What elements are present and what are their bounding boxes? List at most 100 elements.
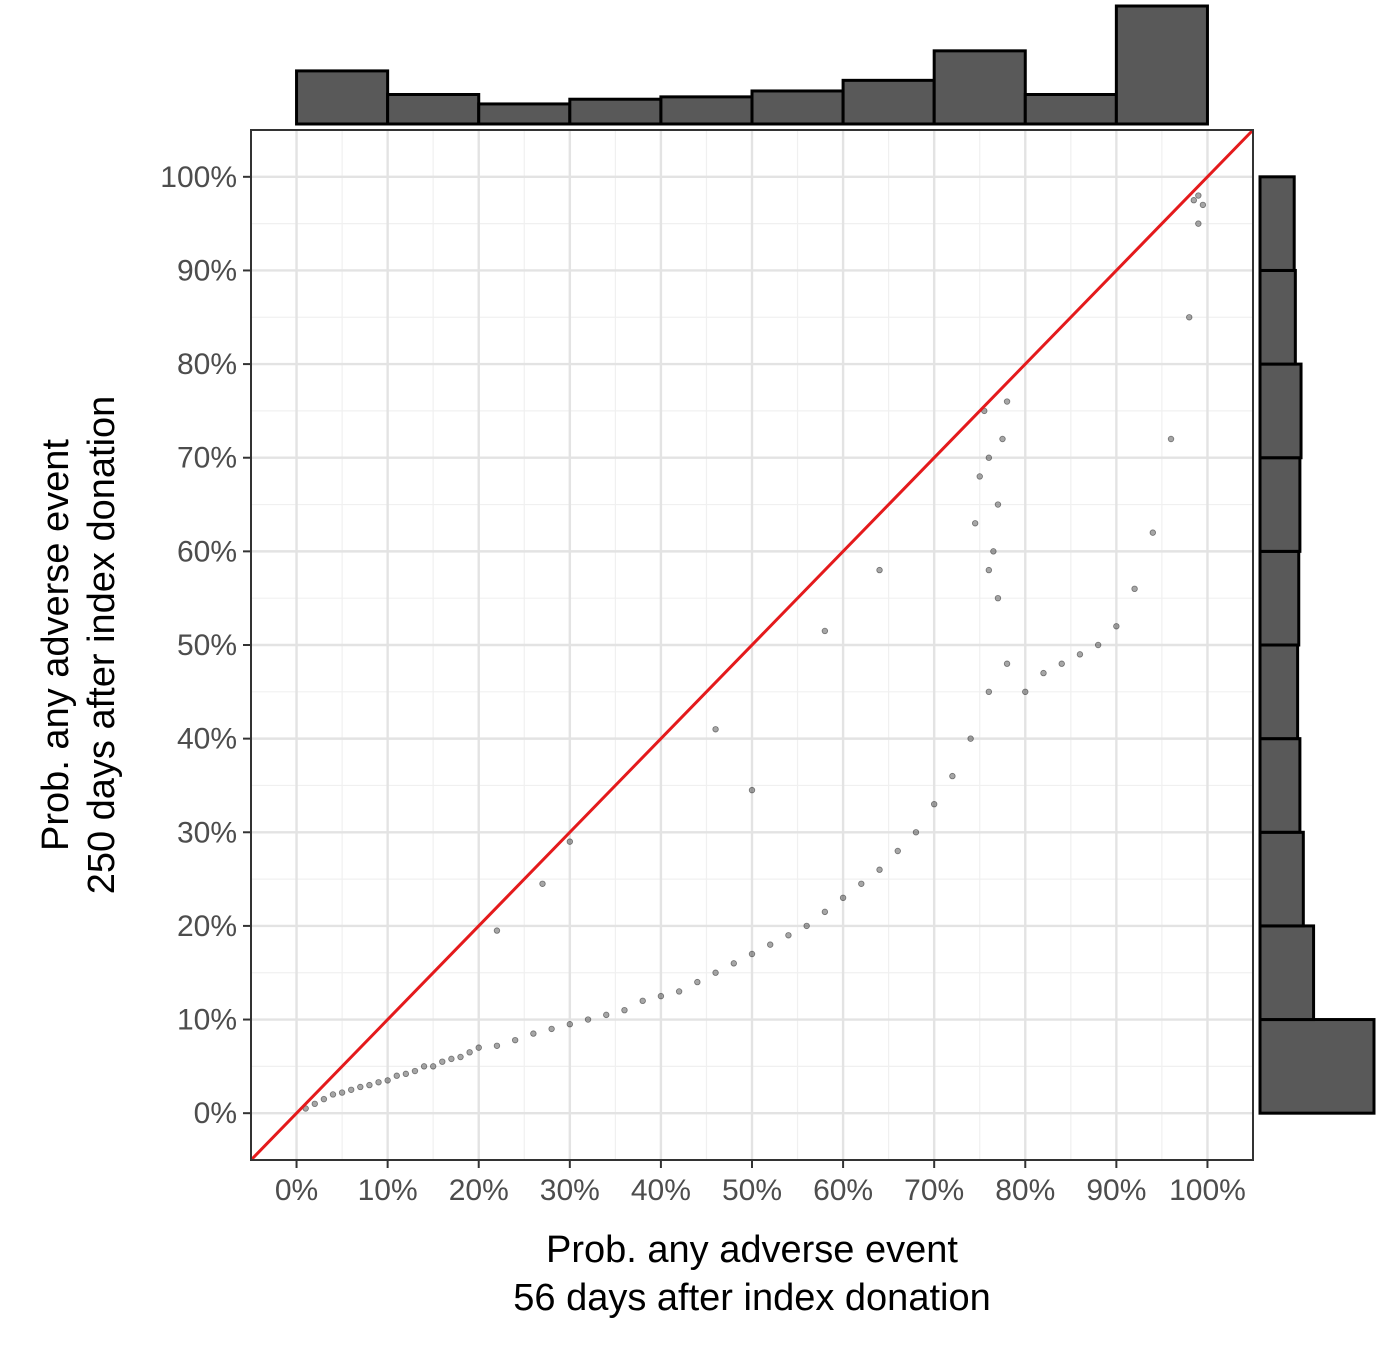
top-histogram-bar (659, 95, 754, 126)
right-histogram-bar (1258, 643, 1300, 741)
scatter-point (748, 950, 756, 958)
scatter-point (1199, 201, 1207, 209)
scatter-point (1195, 192, 1202, 199)
scatter-point (548, 1025, 555, 1033)
scatter-point (1190, 197, 1197, 204)
top-histogram-bar (932, 49, 1027, 126)
scatter-point (1186, 314, 1193, 321)
top-histogram-bar (386, 93, 481, 126)
scatter-point (530, 1030, 537, 1037)
scatter-point (493, 1042, 501, 1049)
scatter-point (1076, 651, 1084, 658)
top-histogram-bar (568, 97, 663, 126)
y-axis-title-line-2: 250 days after index donation (81, 396, 123, 895)
right-histogram-bar (1258, 737, 1302, 834)
x-tick-label: 90% (1086, 1174, 1146, 1207)
scatter-point (858, 880, 865, 887)
scatter-point (603, 1011, 610, 1019)
scatter-point (912, 829, 920, 836)
scatter-point (994, 594, 1002, 602)
scatter-point (976, 473, 983, 480)
right-marginal-histogram (1258, 175, 1376, 1115)
scatter-point (785, 932, 792, 939)
scatter-point (712, 726, 719, 733)
y-tick-label: 80% (177, 348, 237, 381)
scatter-point (999, 435, 1006, 443)
scatter-point (539, 880, 546, 887)
scatter-point (730, 960, 737, 967)
scatter-point (894, 847, 901, 855)
scatter-point (457, 1053, 464, 1061)
y-axis-title-line-1: Prob. any adverse event (35, 439, 77, 851)
scatter-point (985, 454, 993, 461)
scatter-point (320, 1095, 328, 1103)
right-histogram-bar (1258, 830, 1305, 928)
scatter-point (675, 988, 683, 995)
right-histogram-bar (1258, 1018, 1376, 1115)
top-marginal-histogram (295, 4, 1209, 126)
x-tick-label: 70% (904, 1174, 964, 1207)
scatter-point (402, 1070, 410, 1078)
right-histogram-bar (1258, 549, 1301, 647)
scatter-point (448, 1055, 455, 1063)
x-axis-ticks: 0% 10% 20% 30% 40% 50% 60% 70% 80% 90% 100% (275, 1160, 1246, 1207)
scatter-point (511, 1036, 519, 1044)
scatter-point (712, 969, 719, 976)
scatter-point (657, 992, 665, 1000)
scatter-point (411, 1067, 419, 1075)
scatter-point (1149, 529, 1156, 536)
scatter-point (821, 627, 829, 635)
scatter-point (366, 1081, 373, 1089)
scatter-point (876, 866, 883, 873)
scatter-point (420, 1063, 428, 1070)
scatter-point (821, 908, 829, 916)
major-gridlines (251, 130, 1253, 1160)
top-histogram-bar (295, 69, 390, 126)
top-histogram-bar (750, 89, 845, 126)
scatter-point (311, 1100, 318, 1108)
scatter-point (990, 548, 997, 555)
y-tick-label: 20% (177, 910, 237, 943)
scatter-point (1040, 669, 1047, 677)
scatter-point (566, 1021, 574, 1028)
scatter-point (348, 1086, 355, 1093)
right-histogram-bar (1258, 362, 1303, 460)
x-axis-title-line-1: Prob. any adverse event (546, 1229, 958, 1271)
scatter-points (302, 192, 1207, 1112)
scatter-point (1058, 660, 1065, 667)
scatter-point (1003, 660, 1011, 667)
top-histogram-bar (1114, 4, 1209, 126)
y-tick-label: 40% (177, 723, 237, 756)
top-histogram-bar (1023, 93, 1118, 126)
right-histogram-bar (1258, 268, 1297, 366)
y-tick-label: 60% (177, 535, 237, 568)
scatter-point (1003, 398, 1011, 405)
y-tick-label: 100% (160, 161, 237, 194)
scatter-point (967, 735, 974, 742)
scatter-point (338, 1089, 346, 1096)
right-histogram-bar (1258, 175, 1296, 272)
scatter-point (466, 1049, 473, 1056)
scatter-point (621, 1006, 628, 1014)
y-tick-label: 30% (177, 816, 237, 849)
x-tick-label: 100% (1169, 1174, 1246, 1207)
scatter-point (767, 941, 774, 948)
scatter-point (1022, 688, 1029, 696)
x-tick-label: 40% (631, 1174, 691, 1207)
scatter-point (493, 927, 501, 934)
x-tick-label: 50% (722, 1174, 782, 1207)
scatter-point (803, 922, 810, 930)
scatter-point (1195, 220, 1202, 227)
scatter-point (429, 1063, 437, 1070)
y-axis-ticks: 0% 10% 20% 30% 40% 50% 60% 70% 80% 90% 100% (160, 161, 251, 1130)
scatter-point (329, 1091, 337, 1098)
scatter-point (566, 838, 574, 845)
scatter-point (1167, 435, 1175, 443)
scatter-point (694, 978, 701, 986)
right-histogram-bar (1258, 456, 1302, 553)
y-tick-label: 0% (194, 1097, 237, 1130)
scatter-point (375, 1079, 382, 1086)
top-histogram-bar (477, 102, 572, 126)
scatter-point (1094, 641, 1102, 649)
scatter-point (985, 688, 993, 696)
